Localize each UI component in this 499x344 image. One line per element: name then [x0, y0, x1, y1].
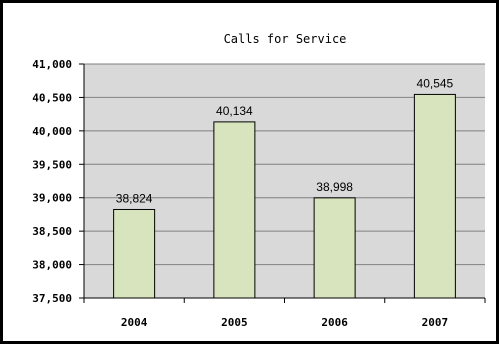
y-tick-label: 39,000: [32, 192, 72, 205]
bar-2006: [313, 197, 356, 299]
x-tick-label-2007: 2007: [422, 316, 449, 329]
y-tick-label: 41,000: [32, 58, 72, 71]
chart-title: Calls for Service: [224, 32, 347, 46]
bar-2005: [213, 121, 256, 299]
bar-2004: [113, 208, 156, 299]
data-label-2004: 38,824: [116, 191, 153, 205]
x-tick-label-2005: 2005: [221, 316, 248, 329]
y-tick-label: 40,000: [32, 125, 72, 138]
y-tick-label: 37,500: [32, 292, 72, 305]
data-label-2005: 40,134: [216, 104, 253, 118]
y-tick-label: 38,000: [32, 259, 72, 272]
y-tick-label: 39,500: [32, 158, 72, 171]
x-axis: 2004 2005 2006 2007: [83, 297, 486, 329]
x-tick-label-2004: 2004: [121, 316, 148, 329]
y-axis: 37,500 38,000 38,500 39,000 39,500 40,000 40,5…: [32, 58, 85, 305]
data-label-2007: 40,545: [417, 76, 454, 90]
x-tick-label-2006: 2006: [321, 316, 348, 329]
data-label-2006: 38,998: [316, 180, 353, 194]
data-labels: 38,824 40,134 38,998 40,545: [116, 76, 454, 205]
y-tick-label: 38,500: [32, 225, 72, 238]
y-tick-label: 40,500: [32, 91, 72, 104]
bar-2007: [413, 93, 456, 299]
